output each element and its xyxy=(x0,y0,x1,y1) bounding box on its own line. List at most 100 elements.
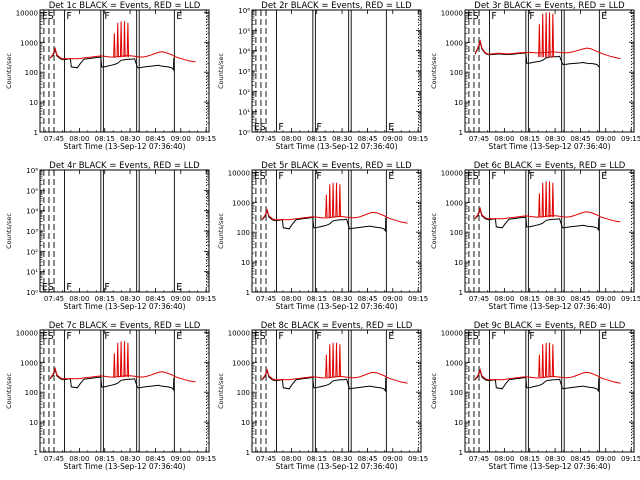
chart-title: Det 6c BLACK = Events, RED = LLD xyxy=(474,161,626,171)
event-marker-label: S xyxy=(48,282,54,293)
x-tick-label: 08:15 xyxy=(95,135,115,143)
panel-3: Det 3r BLACK = Events, RED = LLD Counts/s… xyxy=(430,1,640,151)
y-tick-label: 1 xyxy=(459,449,463,457)
event-marker-label: E xyxy=(254,331,260,342)
plot-frame xyxy=(251,9,422,133)
x-tick-label: 08:45 xyxy=(357,455,377,463)
event-marker-label: E xyxy=(388,122,394,133)
y-axis-label: Counts/sec xyxy=(430,213,438,249)
x-tick-label: 09:15 xyxy=(196,135,216,143)
x-tick-label: 08:45 xyxy=(145,135,165,143)
event-marker-label: F xyxy=(529,11,534,22)
plot-frame xyxy=(39,329,210,453)
panel-6: Det 6c BLACK = Events, RED = LLD Counts/s… xyxy=(430,161,640,311)
lld-spike xyxy=(123,341,126,378)
x-tick-label: 08:00 xyxy=(494,135,514,143)
y-tick-label: 1 xyxy=(459,289,463,297)
event-marker-label: E xyxy=(467,331,473,342)
x-tick-label: 08:15 xyxy=(307,455,327,463)
event-marker-label: E xyxy=(42,11,48,22)
lld-spike xyxy=(551,13,555,58)
y-tick-label: 1 xyxy=(246,289,250,297)
y-axis-label: Counts/sec xyxy=(217,53,225,89)
y-tick-label: 10000 xyxy=(228,169,250,177)
event-marker-label: E xyxy=(254,122,260,133)
y-tick-label: 10⁶ xyxy=(238,7,250,15)
x-axis-label: Start Time (13-Sep-12 07:36:40) xyxy=(64,142,186,151)
x-tick-label: 09:15 xyxy=(408,295,428,303)
x-tick-label: 09:00 xyxy=(383,135,403,143)
x-tick-label: 08:30 xyxy=(120,455,140,463)
y-axis-label: Counts/sec xyxy=(430,373,438,409)
event-marker-label: F xyxy=(316,171,321,182)
event-marker-label: E xyxy=(388,171,394,182)
y-tick-label: 10² xyxy=(26,248,38,256)
event-marker-label: E xyxy=(601,331,607,342)
chart-title: Det 5r BLACK = Events, RED = LLD xyxy=(261,161,412,171)
x-axis-label: Start Time (13-Sep-12 07:36:40) xyxy=(276,142,398,151)
x-tick-label: 09:15 xyxy=(621,135,640,143)
event-marker-label: E xyxy=(601,171,607,182)
event-marker-label: F xyxy=(491,11,496,22)
chart-title: Det 7c BLACK = Events, RED = LLD xyxy=(49,321,201,331)
plot-frame xyxy=(251,169,422,293)
lld-spike xyxy=(551,344,555,378)
event-marker-label: F xyxy=(66,282,71,293)
lld-spike xyxy=(328,184,331,218)
y-tick-label: 10000 xyxy=(441,9,463,17)
y-tick-label: 10³ xyxy=(238,68,250,76)
series-lld xyxy=(49,366,196,383)
x-tick-label: 08:30 xyxy=(545,135,565,143)
x-axis-label: Start Time (13-Sep-12 07:36:40) xyxy=(276,302,398,311)
series-lld xyxy=(261,208,408,224)
x-tick-label: 07:45 xyxy=(256,135,276,143)
panel-8: Det 8c BLACK = Events, RED = LLD Counts/s… xyxy=(217,321,428,471)
series-lld xyxy=(474,206,621,223)
x-tick-label: 08:00 xyxy=(281,135,301,143)
series-events xyxy=(49,368,175,392)
panel-1: Det 1c BLACK = Events, RED = LLD Counts/s… xyxy=(5,1,216,151)
event-marker-label: F xyxy=(104,11,109,22)
lld-spike xyxy=(119,341,123,378)
event-marker-label: F xyxy=(278,122,283,133)
x-tick-label: 08:15 xyxy=(307,295,327,303)
x-tick-label: 08:30 xyxy=(545,455,565,463)
x-tick-label: 09:00 xyxy=(383,295,403,303)
y-tick-label: 10⁴ xyxy=(26,208,38,216)
x-tick-label: 09:15 xyxy=(196,295,216,303)
lld-spike xyxy=(544,12,548,58)
lld-spike xyxy=(116,22,119,58)
lld-spike xyxy=(335,342,338,378)
lld-spike xyxy=(116,342,119,378)
x-tick-label: 09:15 xyxy=(408,455,428,463)
x-tick-label: 09:00 xyxy=(596,455,616,463)
x-tick-label: 08:30 xyxy=(545,295,565,303)
lld-spike xyxy=(325,354,328,378)
event-marker-label: E xyxy=(467,11,473,22)
lld-spike xyxy=(338,344,342,378)
y-tick-label: 10 xyxy=(29,419,38,427)
x-tick-label: 08:45 xyxy=(570,295,590,303)
x-tick-label: 08:15 xyxy=(520,295,540,303)
x-tick-label: 08:15 xyxy=(95,295,115,303)
lld-spike xyxy=(544,342,548,378)
lld-spike xyxy=(538,24,541,58)
event-marker-label: E xyxy=(467,171,473,182)
event-marker-label: F xyxy=(104,282,109,293)
event-marker-label: E xyxy=(176,282,182,293)
x-tick-label: 08:15 xyxy=(307,135,327,143)
panel-7: Det 7c BLACK = Events, RED = LLD Counts/s… xyxy=(5,321,216,471)
y-tick-label: 100 xyxy=(25,69,38,77)
x-tick-label: 09:00 xyxy=(171,295,191,303)
y-tick-label: 10000 xyxy=(441,169,463,177)
lld-spike xyxy=(325,194,328,218)
series-events xyxy=(474,208,600,232)
y-tick-label: 100 xyxy=(237,389,250,397)
x-tick-label: 08:30 xyxy=(332,135,352,143)
plot-frame xyxy=(464,329,635,453)
y-tick-label: 10 xyxy=(454,419,463,427)
x-tick-label: 08:30 xyxy=(120,135,140,143)
y-tick-label: 1000 xyxy=(232,359,250,367)
y-tick-label: 10¹ xyxy=(238,109,250,117)
